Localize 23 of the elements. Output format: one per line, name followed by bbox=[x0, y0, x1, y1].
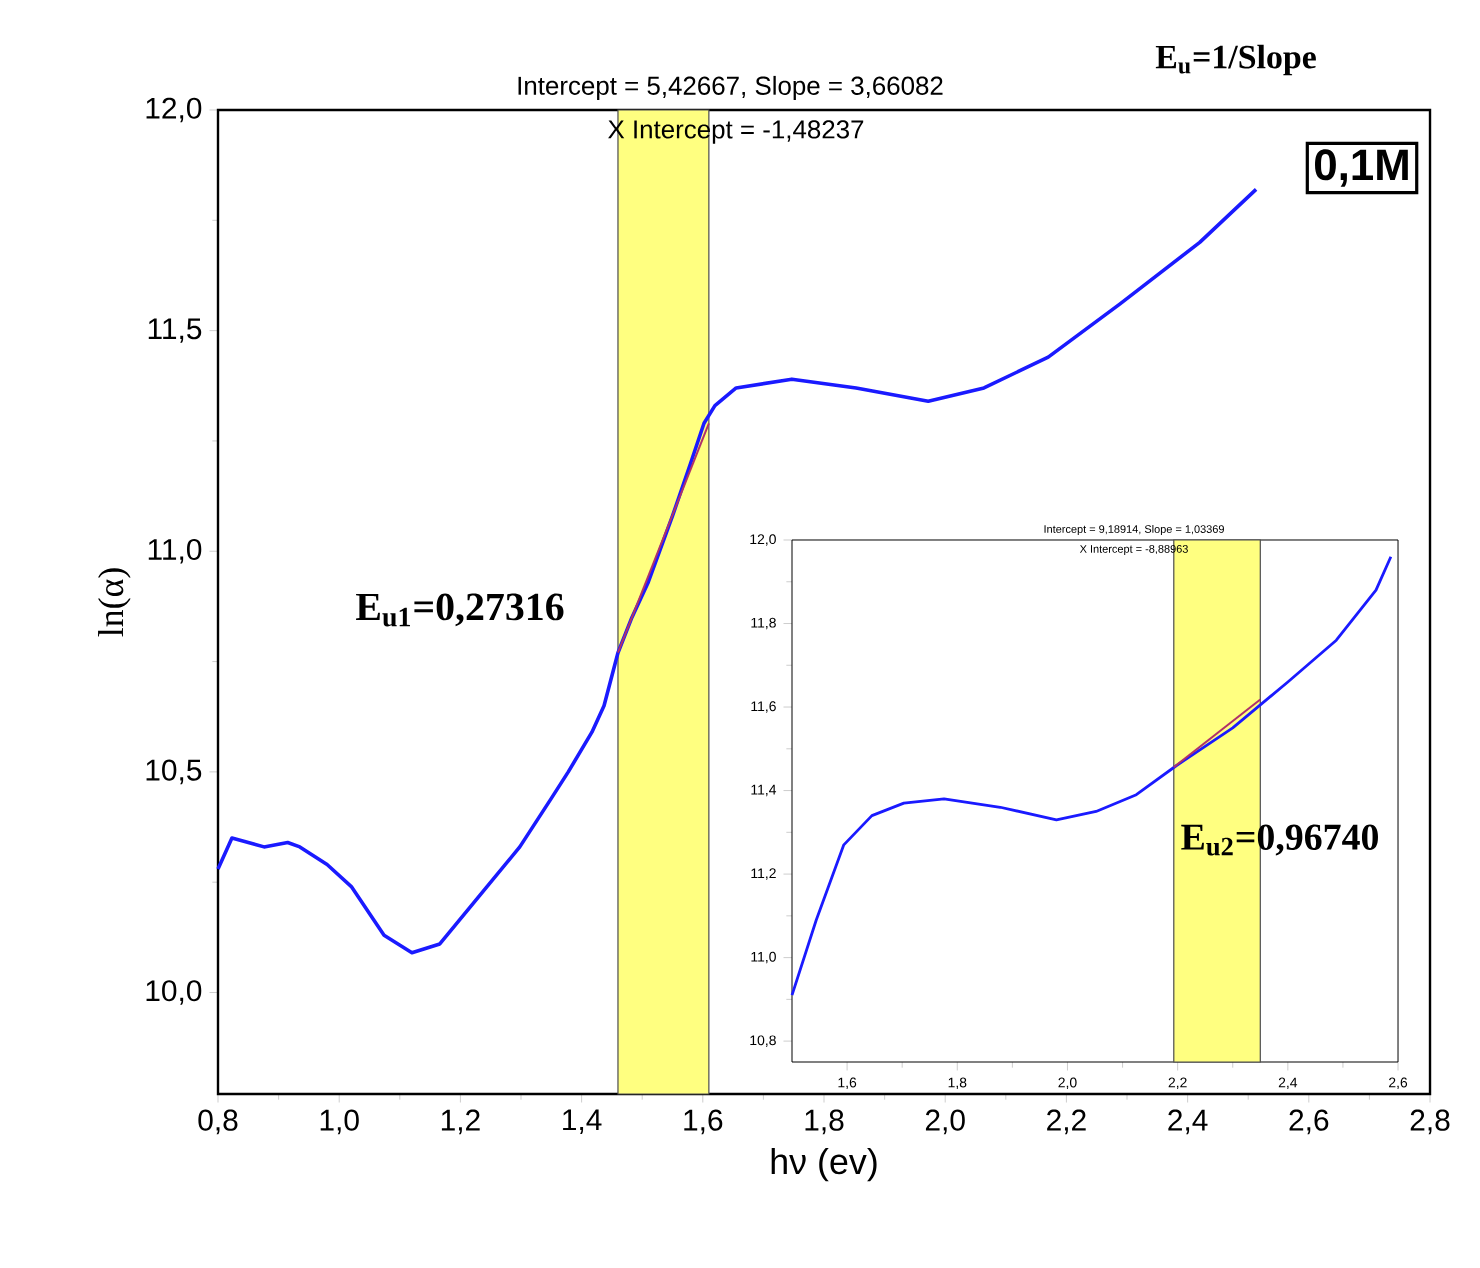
text: Intercept = 5,42667, Slope = 3,66082 bbox=[518, 75, 943, 101]
x-tick-label: 0,8 bbox=[198, 1109, 238, 1135]
y-axis-title: ln(α) bbox=[98, 568, 131, 637]
y-tick-label: 11,5 bbox=[148, 318, 202, 343]
x-tick-label: 1,2 bbox=[441, 1109, 480, 1135]
y-tick-label: 10,0 bbox=[146, 980, 202, 1005]
annotation: E$_{u1}$=0,27316 bbox=[356, 593, 564, 627]
x-tick-label: 1,6 bbox=[684, 1109, 723, 1135]
text: E$_{u}$=1/Slope bbox=[1155, 44, 1316, 76]
x-tick-label: 2,4 bbox=[1168, 1109, 1208, 1135]
line-series bbox=[790, 555, 1393, 997]
x-tick-label: 1,0 bbox=[320, 1109, 359, 1135]
annotation: 0,1M bbox=[1315, 149, 1408, 187]
x-tick-label: 1,4 bbox=[563, 1109, 602, 1134]
x-axis-title: hν (ev) bbox=[771, 1147, 877, 1182]
y-tick-label: 11,0 bbox=[148, 538, 202, 564]
x-tick-label: 2,6 bbox=[1289, 1109, 1329, 1135]
x-tick-label: 1,8 bbox=[805, 1109, 844, 1135]
y-tick-label: 12,0 bbox=[146, 97, 202, 123]
x-tick-label: 2,2 bbox=[1047, 1109, 1086, 1135]
x-tick-label: 2,8 bbox=[1410, 1109, 1450, 1135]
y-tick-label: 10,5 bbox=[146, 759, 202, 785]
x-tick-label: 2,0 bbox=[925, 1109, 965, 1135]
